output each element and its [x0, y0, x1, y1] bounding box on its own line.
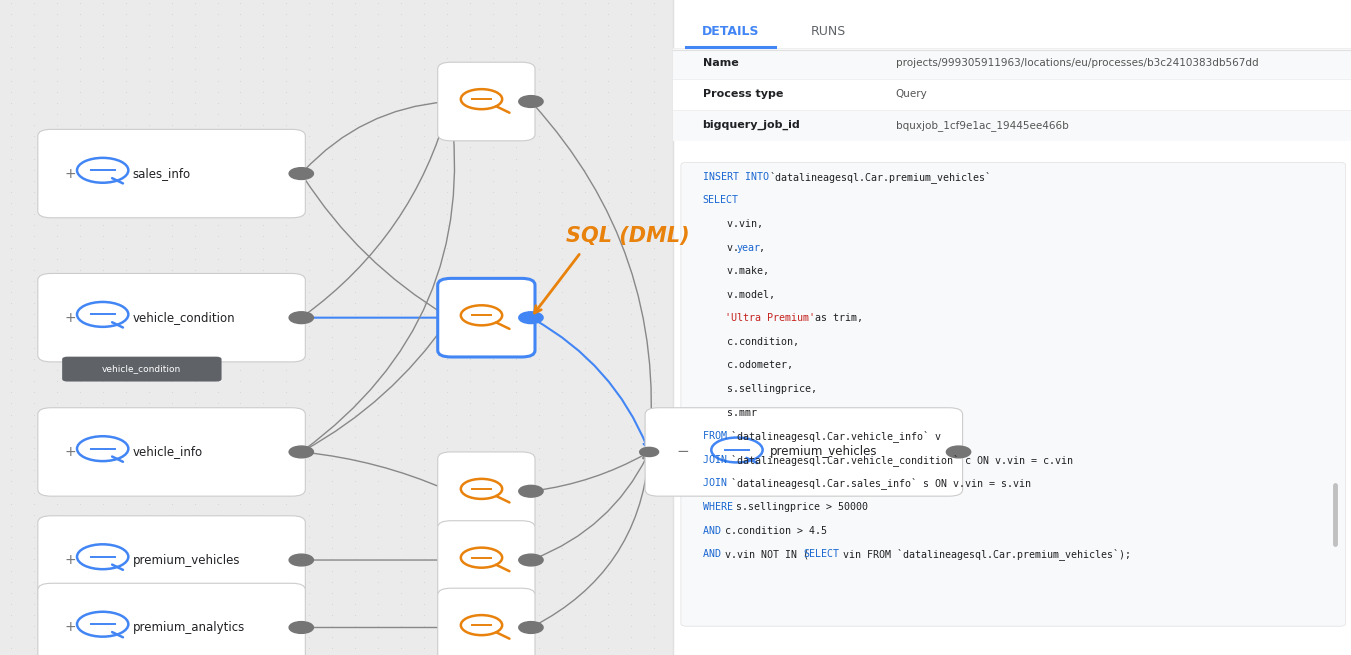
Text: premium_vehicles: premium_vehicles [132, 553, 240, 567]
Text: vehicle_info: vehicle_info [132, 445, 203, 458]
Text: `datalineagesql.Car.sales_info` s ON v.vin = s.vin: `datalineagesql.Car.sales_info` s ON v.v… [731, 477, 1031, 489]
Circle shape [640, 447, 658, 457]
FancyBboxPatch shape [62, 356, 222, 381]
FancyBboxPatch shape [673, 110, 1351, 141]
Text: c.condition,: c.condition, [703, 337, 798, 347]
Circle shape [946, 446, 970, 458]
Circle shape [289, 446, 313, 458]
Text: +: + [65, 620, 76, 635]
Text: SELECT: SELECT [703, 195, 739, 206]
Text: year: year [736, 242, 761, 253]
Text: +: + [65, 166, 76, 181]
Text: ,: , [759, 242, 765, 253]
Text: vehicle_condition: vehicle_condition [103, 365, 181, 373]
Text: c.condition > 4.5: c.condition > 4.5 [725, 525, 827, 536]
Text: +: + [65, 445, 76, 459]
Text: DETAILS: DETAILS [703, 25, 759, 38]
Text: bigquery_job_id: bigquery_job_id [703, 120, 800, 130]
Circle shape [289, 622, 313, 633]
Text: JOIN: JOIN [703, 455, 732, 465]
Text: `datalineagesql.Car.vehicle_info` v: `datalineagesql.Car.vehicle_info` v [731, 430, 940, 442]
FancyBboxPatch shape [438, 452, 535, 531]
Text: c.odometer,: c.odometer, [703, 360, 793, 371]
FancyBboxPatch shape [644, 407, 962, 496]
Circle shape [519, 312, 543, 324]
Text: v.vin NOT IN (: v.vin NOT IN ( [725, 549, 809, 559]
FancyBboxPatch shape [673, 0, 1351, 655]
Text: as trim,: as trim, [809, 313, 863, 324]
FancyBboxPatch shape [38, 274, 305, 362]
Text: 'Ultra Premium': 'Ultra Premium' [725, 313, 815, 324]
Text: INSERT INTO: INSERT INTO [703, 172, 774, 182]
Text: WHERE: WHERE [703, 502, 739, 512]
Text: vehicle_condition: vehicle_condition [132, 311, 235, 324]
Text: −: − [677, 445, 689, 459]
Text: FROM: FROM [703, 431, 732, 441]
FancyBboxPatch shape [438, 62, 535, 141]
Circle shape [289, 168, 313, 179]
Text: v.model,: v.model, [703, 290, 774, 300]
FancyBboxPatch shape [438, 521, 535, 599]
Circle shape [519, 96, 543, 107]
Text: projects/999305911963/locations/eu/processes/b3c2410383db567dd: projects/999305911963/locations/eu/proce… [896, 58, 1258, 68]
Text: v.vin,: v.vin, [703, 219, 762, 229]
Text: SELECT: SELECT [804, 549, 839, 559]
FancyBboxPatch shape [673, 79, 1351, 110]
Text: +: + [65, 553, 76, 567]
Text: v.make,: v.make, [703, 266, 769, 276]
FancyBboxPatch shape [38, 516, 305, 604]
Circle shape [519, 622, 543, 633]
Circle shape [289, 312, 313, 324]
FancyBboxPatch shape [673, 48, 1351, 79]
Text: AND: AND [703, 549, 727, 559]
FancyBboxPatch shape [681, 162, 1346, 626]
FancyBboxPatch shape [38, 407, 305, 496]
FancyBboxPatch shape [38, 583, 305, 655]
Text: premium_vehicles: premium_vehicles [770, 445, 877, 458]
Text: s.sellingprice > 50000: s.sellingprice > 50000 [736, 502, 869, 512]
Circle shape [289, 554, 313, 566]
Text: s.mmr: s.mmr [703, 407, 757, 418]
Text: `datalineagesql.Car.premium_vehicles`: `datalineagesql.Car.premium_vehicles` [770, 171, 992, 183]
Text: +: + [65, 310, 76, 325]
Text: sales_info: sales_info [132, 167, 190, 180]
Text: vin FROM `datalineagesql.Car.premium_vehicles`);: vin FROM `datalineagesql.Car.premium_veh… [838, 548, 1131, 560]
Text: AND: AND [703, 525, 727, 536]
Text: JOIN: JOIN [703, 478, 732, 489]
Text: premium_analytics: premium_analytics [132, 621, 245, 634]
FancyBboxPatch shape [438, 588, 535, 655]
Text: bquxjob_1cf9e1ac_19445ee466b: bquxjob_1cf9e1ac_19445ee466b [896, 120, 1069, 130]
Text: `datalineagesql.Car.vehicle_condition` c ON v.vin = c.vin: `datalineagesql.Car.vehicle_condition` c… [731, 454, 1073, 466]
Text: s.sellingprice,: s.sellingprice, [703, 384, 816, 394]
Text: Query: Query [896, 88, 928, 99]
FancyBboxPatch shape [38, 129, 305, 217]
Text: RUNS: RUNS [811, 25, 846, 38]
Text: SQL (DML): SQL (DML) [566, 226, 690, 246]
Text: Process type: Process type [703, 88, 782, 99]
Text: Name: Name [703, 58, 738, 68]
Circle shape [519, 485, 543, 497]
Text: v.: v. [703, 242, 739, 253]
FancyBboxPatch shape [438, 278, 535, 357]
Circle shape [519, 554, 543, 566]
